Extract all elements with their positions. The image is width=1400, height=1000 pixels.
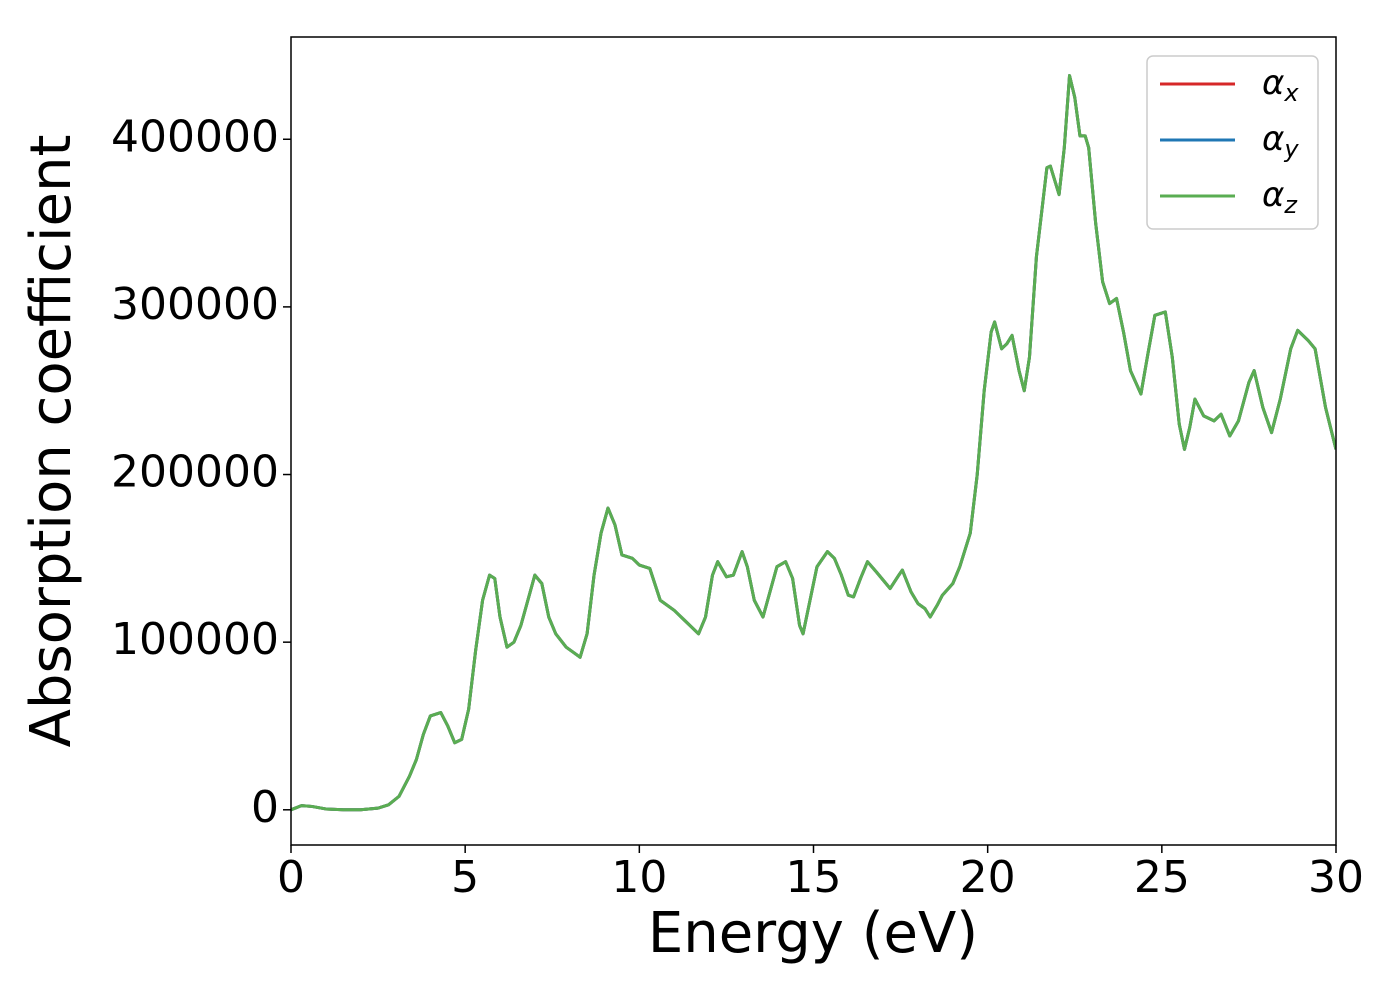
y-tick-label: 300000	[111, 279, 279, 330]
y-tick-label: 400000	[111, 111, 279, 162]
y-tick-label: 100000	[111, 614, 279, 665]
x-tick-label: 5	[451, 852, 479, 903]
x-tick-label: 20	[960, 852, 1016, 903]
plot-frame	[290, 36, 1337, 846]
x-tick-label: 0	[277, 852, 305, 903]
legend-label: αy	[1262, 119, 1299, 164]
y-axis-label: Absorption coefficient	[19, 135, 84, 748]
legend-label: αx	[1262, 63, 1299, 108]
y-tick-label: 200000	[111, 447, 279, 498]
x-tick-label: 15	[786, 852, 842, 903]
data-line	[291, 74, 1336, 812]
x-tick-label: 30	[1308, 852, 1364, 903]
x-tick-label: 10	[611, 852, 667, 903]
legend-box	[1146, 55, 1319, 230]
legend-label: αz	[1262, 175, 1298, 220]
x-axis-label: Energy (eV)	[648, 901, 978, 966]
x-tick-label: 25	[1134, 852, 1190, 903]
y-tick-label: 0	[251, 782, 279, 833]
